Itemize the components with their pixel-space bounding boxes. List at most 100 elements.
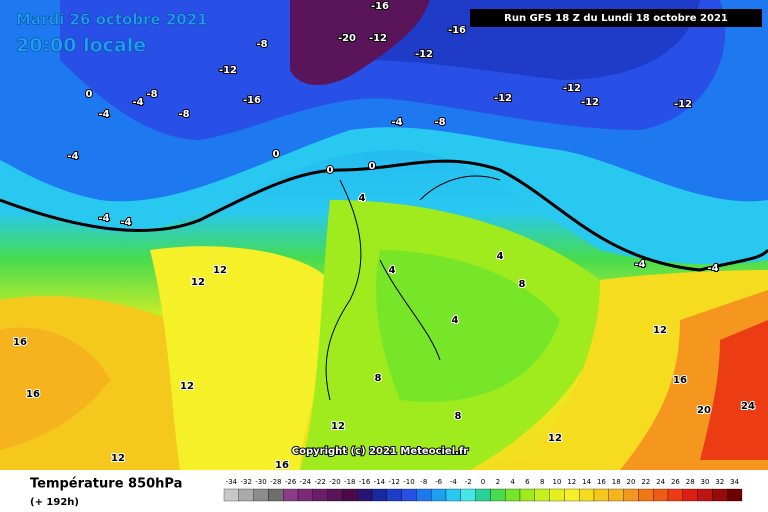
scale-swatch	[416, 488, 432, 502]
scale-swatch	[386, 488, 402, 502]
run-box	[470, 9, 762, 27]
contour-label: -12	[369, 33, 387, 44]
scale-swatch	[490, 488, 506, 502]
contour-label: 8	[455, 411, 462, 422]
footer-lead: (+ 192h)	[30, 497, 79, 508]
scale-swatch	[712, 488, 728, 502]
scale-label: 8	[540, 478, 544, 486]
scale-label: 26	[671, 478, 680, 486]
scale-label: 24	[656, 478, 665, 486]
contour-label: 12	[331, 421, 345, 432]
contour-label: -4	[98, 109, 109, 120]
contour-label: -12	[219, 65, 237, 76]
scale-label: -10	[403, 478, 414, 486]
scale-label: 2	[496, 478, 500, 486]
contour-label: -12	[415, 49, 433, 60]
contour-label: 16	[13, 337, 27, 348]
contour-label: -4	[120, 217, 131, 228]
contour-label: 4	[359, 193, 366, 204]
contour-label: -4	[67, 151, 78, 162]
scale-label: -22	[314, 478, 325, 486]
scale-swatch	[371, 488, 387, 502]
scale-swatch	[223, 488, 239, 502]
contour-label: -4	[391, 117, 402, 128]
scale-label: 6	[525, 478, 530, 486]
contour-label: -16	[243, 95, 261, 106]
scale-swatch	[460, 488, 476, 502]
scale-label: -6	[435, 478, 443, 486]
scale-swatch	[682, 488, 698, 502]
contour-label: 8	[375, 373, 382, 384]
scale-label: -8	[420, 478, 427, 486]
scale-swatch	[327, 488, 343, 502]
scale-swatch	[727, 488, 743, 502]
scale-label: -30	[255, 478, 266, 486]
contour-label: -16	[371, 1, 389, 12]
contour-label: -4	[634, 259, 645, 270]
scale-swatch	[623, 488, 639, 502]
contour-label: 8	[519, 279, 526, 290]
contour-label: 12	[111, 453, 125, 464]
scale-swatch	[564, 488, 580, 502]
scale-swatch	[445, 488, 461, 502]
scale-label: -24	[300, 478, 312, 486]
scale-label: 22	[641, 478, 650, 486]
scale-label: -18	[344, 478, 355, 486]
scale-swatch	[238, 488, 254, 502]
contour-label: -4	[98, 213, 109, 224]
scale-swatch	[297, 488, 313, 502]
run-info: Run GFS 18 Z du Lundi 18 octobre 2021	[504, 13, 728, 24]
scale-swatch	[549, 488, 565, 502]
scale-label: 30	[701, 478, 710, 486]
scale-swatch	[357, 488, 373, 502]
scale-swatch	[401, 488, 417, 502]
scale-swatch	[638, 488, 654, 502]
contour-label: -8	[178, 109, 189, 120]
scale-label: -14	[374, 478, 386, 486]
contour-label: 4	[389, 265, 396, 276]
scale-label: -34	[226, 478, 238, 486]
contour-label: -12	[494, 93, 512, 104]
contour-label: 0	[369, 161, 376, 172]
contour-label: 4	[452, 315, 459, 326]
contour-label: 12	[180, 381, 194, 392]
contour-label: -8	[146, 89, 157, 100]
scale-label: 0	[481, 478, 485, 486]
scale-swatch	[475, 488, 491, 502]
scale-label: -26	[285, 478, 297, 486]
contour-label: -12	[581, 97, 599, 108]
scale-label: 16	[597, 478, 606, 486]
scale-swatch	[667, 488, 683, 502]
scale-label: 20	[627, 478, 636, 486]
scale-label: 18	[612, 478, 621, 486]
scale-label: 34	[730, 478, 739, 486]
contour-label: -16	[448, 25, 466, 36]
contour-label: 4	[497, 251, 504, 262]
contour-label: -20	[338, 33, 356, 44]
scale-swatch	[283, 488, 299, 502]
contour-label: 16	[673, 375, 687, 386]
map-field	[0, 0, 768, 470]
scale-label: -16	[359, 478, 371, 486]
contour-label: -12	[674, 99, 692, 110]
contour-label: 0	[86, 89, 93, 100]
scale-swatch	[505, 488, 521, 502]
scale-label: 28	[686, 478, 695, 486]
scale-label: 10	[553, 478, 562, 486]
scale-swatch	[268, 488, 284, 502]
contour-label: 0	[327, 165, 334, 176]
scale-swatch	[608, 488, 624, 502]
scale-swatch	[697, 488, 713, 502]
scale-swatch	[253, 488, 269, 502]
contour-label: 12	[191, 277, 205, 288]
scale-swatch	[342, 488, 358, 502]
scale-swatch	[579, 488, 595, 502]
scale-label: -32	[240, 478, 251, 486]
scale-swatch	[312, 488, 328, 502]
contour-label: -4	[707, 263, 718, 274]
contour-label: 0	[273, 149, 280, 160]
scale-swatch	[593, 488, 609, 502]
contour-label: -8	[434, 117, 445, 128]
contour-label: 12	[213, 265, 227, 276]
